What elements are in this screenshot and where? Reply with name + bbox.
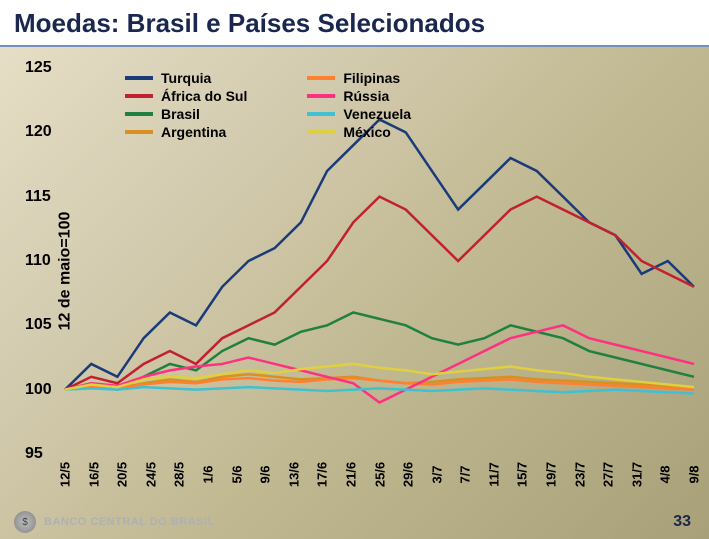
legend-label: Brasil xyxy=(161,106,200,122)
x-tick: 17/6 xyxy=(315,462,330,487)
x-tick: 5/6 xyxy=(229,465,244,483)
x-tick: 1/6 xyxy=(200,465,215,483)
y-tick: 100 xyxy=(25,381,52,399)
legend-label: México xyxy=(343,124,390,140)
legend-swatch xyxy=(125,112,153,116)
legend: Turquia África do Sul Brasil Argentina Filip… xyxy=(125,70,411,140)
legend-column: Filipinas Rússia Venezuela México xyxy=(307,70,411,140)
plot-region: Turquia África do Sul Brasil Argentina Filip… xyxy=(65,68,694,454)
x-tick: 28/5 xyxy=(172,462,187,487)
x-tick: 9/6 xyxy=(258,465,273,483)
y-tick: 120 xyxy=(25,123,52,141)
series-line xyxy=(65,197,694,390)
legend-item: Rússia xyxy=(307,88,411,104)
x-tick: 16/5 xyxy=(86,462,101,487)
x-tick: 3/7 xyxy=(429,465,444,483)
legend-swatch xyxy=(307,112,335,116)
x-tick: 13/6 xyxy=(286,462,301,487)
series-line xyxy=(65,387,694,393)
legend-swatch xyxy=(307,130,335,134)
page-number: 33 xyxy=(673,513,691,531)
x-tick: 12/5 xyxy=(58,462,73,487)
legend-item: África do Sul xyxy=(125,88,247,104)
footer-text: BANCO CENTRAL DO BRASIL xyxy=(44,516,215,528)
legend-swatch xyxy=(307,94,335,98)
x-tick: 25/6 xyxy=(372,462,387,487)
x-tick: 23/7 xyxy=(572,462,587,487)
x-tick: 20/5 xyxy=(115,462,130,487)
slide: Moedas: Brasil e Países Selecionados 12 … xyxy=(0,0,709,539)
legend-item: Brasil xyxy=(125,106,247,122)
legend-column: Turquia África do Sul Brasil Argentina xyxy=(125,70,247,140)
x-tick: 19/7 xyxy=(544,462,559,487)
chart-area: 12 de maio=100 TurquiaÁfrica do SulBrasi… xyxy=(10,58,699,484)
y-tick: 125 xyxy=(25,59,52,77)
legend-item: Argentina xyxy=(125,124,247,140)
x-tick: 27/7 xyxy=(601,462,616,487)
x-tick: 4/8 xyxy=(658,465,673,483)
y-tick: 95 xyxy=(25,445,43,463)
legend-label: Argentina xyxy=(161,124,226,140)
legend-item: México xyxy=(307,124,411,140)
x-tick: 21/6 xyxy=(343,462,358,487)
legend-label: Venezuela xyxy=(343,106,411,122)
footer: $ BANCO CENTRAL DO BRASIL xyxy=(14,511,215,533)
legend-swatch xyxy=(125,130,153,134)
legend-swatch xyxy=(307,76,335,80)
y-tick: 105 xyxy=(25,316,52,334)
x-tick: 15/7 xyxy=(515,462,530,487)
title-bar: Moedas: Brasil e Países Selecionados xyxy=(0,0,709,47)
legend-swatch xyxy=(125,94,153,98)
slide-title: Moedas: Brasil e Países Selecionados xyxy=(14,8,695,39)
legend-label: Rússia xyxy=(343,88,389,104)
legend-item: Filipinas xyxy=(307,70,411,86)
x-tick: 29/6 xyxy=(401,462,416,487)
legend-label: Filipinas xyxy=(343,70,400,86)
legend-item: Turquia xyxy=(125,70,247,86)
x-tick: 24/5 xyxy=(143,462,158,487)
bcb-logo-icon: $ xyxy=(14,511,36,533)
legend-label: Turquia xyxy=(161,70,211,86)
legend-swatch xyxy=(125,76,153,80)
series-line xyxy=(65,119,694,389)
x-tick: 11/7 xyxy=(486,462,501,487)
x-tick: 31/7 xyxy=(629,462,644,487)
x-tick: 7/7 xyxy=(458,465,473,483)
legend-label: África do Sul xyxy=(161,88,247,104)
x-tick: 9/8 xyxy=(687,465,702,483)
y-tick: 110 xyxy=(25,252,51,270)
legend-item: Venezuela xyxy=(307,106,411,122)
y-tick: 115 xyxy=(25,188,51,206)
